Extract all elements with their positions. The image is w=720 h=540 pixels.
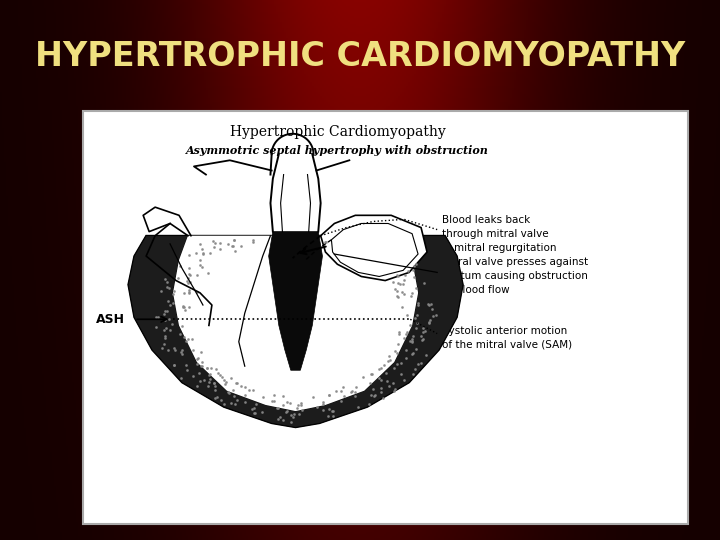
Text: Mitral valve presses against
septum causing obstruction
to blood flow: Mitral valve presses against septum caus… — [442, 258, 588, 295]
Text: HYPERTROPHIC CARDIOMYOPATHY: HYPERTROPHIC CARDIOMYOPATHY — [35, 40, 685, 73]
Bar — [83, 111, 688, 524]
Text: Blood leaks back
through mitral valve
= mitral regurgitation: Blood leaks back through mitral valve = … — [442, 215, 557, 253]
Polygon shape — [331, 224, 418, 276]
Polygon shape — [320, 215, 427, 281]
Text: ASH: ASH — [96, 313, 125, 326]
Polygon shape — [269, 232, 323, 370]
Polygon shape — [128, 235, 463, 427]
Text: Hypertrophic Cardiomyopathy: Hypertrophic Cardiomyopathy — [230, 125, 445, 139]
Text: Systolic anterior motion
of the mitral valve (SAM): Systolic anterior motion of the mitral v… — [442, 326, 572, 349]
Polygon shape — [128, 235, 463, 427]
Polygon shape — [173, 235, 418, 411]
Text: Asymmotric septal hypertrophy with obstruction: Asymmotric septal hypertrophy with obstr… — [186, 145, 489, 156]
